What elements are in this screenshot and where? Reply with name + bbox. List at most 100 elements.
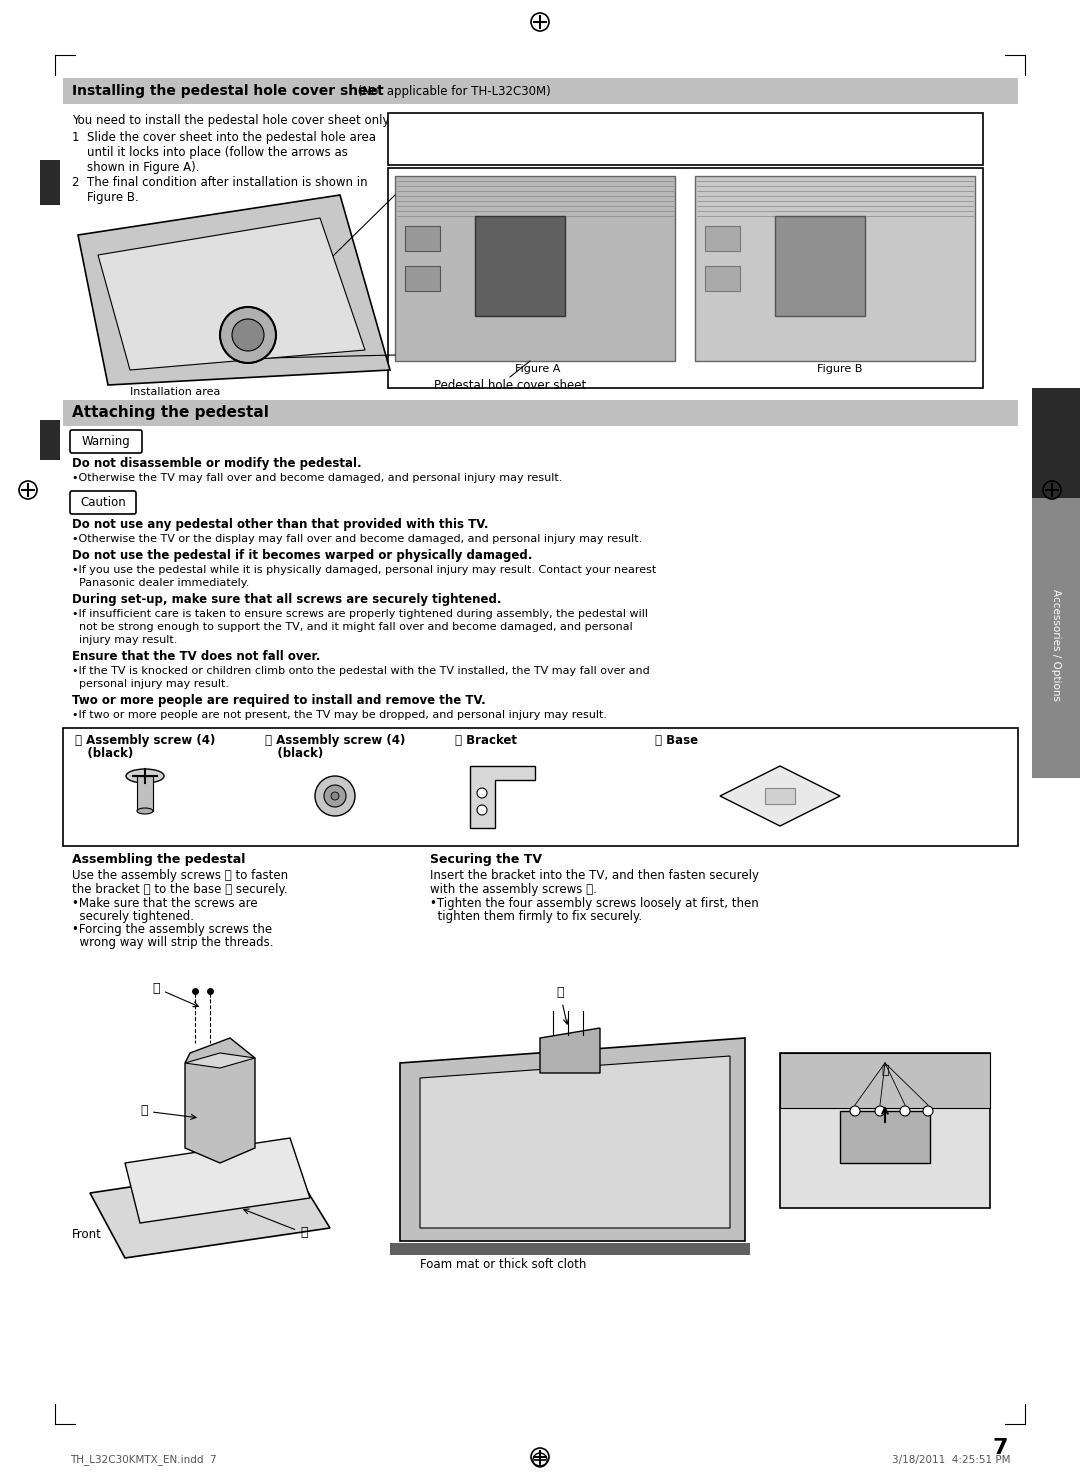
Circle shape — [923, 1106, 933, 1117]
Circle shape — [477, 788, 487, 799]
Text: Figure B.: Figure B. — [72, 191, 138, 204]
Bar — [765, 788, 795, 805]
Bar — [40, 160, 60, 206]
Text: injury may result.: injury may result. — [72, 634, 177, 645]
Text: •If two or more people are not present, the TV may be dropped, and personal inju: •If two or more people are not present, … — [72, 710, 607, 720]
Text: Make sure the cover sheet has covered all area
of the pedestal hole.: Make sure the cover sheet has covered al… — [394, 118, 711, 146]
Text: Figure A: Figure A — [515, 364, 561, 374]
Bar — [780, 1053, 990, 1208]
Polygon shape — [185, 1053, 255, 1068]
Text: •Tighten the four assembly screws loosely at first, then: •Tighten the four assembly screws loosel… — [430, 896, 759, 910]
Text: 1  Slide the cover sheet into the pedestal hole area: 1 Slide the cover sheet into the pedesta… — [72, 132, 376, 143]
Bar — [705, 266, 740, 291]
Text: Do not disassemble or modify the pedestal.: Do not disassemble or modify the pedesta… — [72, 457, 362, 470]
Polygon shape — [400, 1038, 745, 1241]
Bar — [775, 216, 865, 317]
Text: Figure B: Figure B — [816, 364, 862, 374]
Polygon shape — [125, 1137, 310, 1223]
Text: securely tightened.: securely tightened. — [72, 910, 194, 923]
Ellipse shape — [315, 776, 355, 816]
Text: Securing the TV: Securing the TV — [430, 853, 542, 867]
Text: Do not use any pedestal other than that provided with this TV.: Do not use any pedestal other than that … — [72, 518, 488, 531]
Text: Ⓑ: Ⓑ — [556, 986, 568, 1023]
Text: Do not use the pedestal if it becomes warped or physically damaged.: Do not use the pedestal if it becomes wa… — [72, 549, 532, 562]
Text: personal injury may result.: personal injury may result. — [72, 679, 229, 689]
Text: Ⓒ Bracket: Ⓒ Bracket — [455, 734, 517, 747]
Polygon shape — [78, 195, 390, 385]
Bar — [1032, 387, 1080, 498]
Text: Use the assembly screws Ⓐ to fasten: Use the assembly screws Ⓐ to fasten — [72, 870, 288, 881]
FancyBboxPatch shape — [70, 430, 141, 453]
Bar — [780, 1053, 990, 1108]
Bar — [137, 776, 153, 810]
Text: with the assembly screws Ⓑ.: with the assembly screws Ⓑ. — [430, 883, 597, 896]
Polygon shape — [420, 1056, 730, 1228]
Text: tighten them firmly to fix securely.: tighten them firmly to fix securely. — [430, 910, 643, 923]
Ellipse shape — [137, 808, 153, 813]
Text: •Make sure that the screws are: •Make sure that the screws are — [72, 896, 258, 910]
Polygon shape — [840, 1111, 930, 1162]
Bar — [63, 78, 1018, 104]
Text: •Otherwise the TV may fall over and become damaged, and personal injury may resu: •Otherwise the TV may fall over and beco… — [72, 473, 563, 484]
Text: Installing the pedestal hole cover sheet: Installing the pedestal hole cover sheet — [72, 84, 383, 98]
Text: Foam mat or thick soft cloth: Foam mat or thick soft cloth — [420, 1259, 586, 1270]
Text: not be strong enough to support the TV, and it might fall over and become damage: not be strong enough to support the TV, … — [72, 623, 633, 632]
Ellipse shape — [324, 785, 346, 808]
Text: Ⓑ Assembly screw (4): Ⓑ Assembly screw (4) — [265, 734, 405, 747]
Bar — [40, 420, 60, 460]
Bar — [696, 176, 975, 361]
Text: (black): (black) — [265, 747, 323, 760]
Bar — [388, 169, 983, 387]
Circle shape — [900, 1106, 910, 1117]
Ellipse shape — [126, 769, 164, 782]
Bar — [63, 399, 1018, 426]
Bar — [405, 266, 440, 291]
Polygon shape — [185, 1038, 255, 1162]
Text: (Not applicable for TH-L32C30M): (Not applicable for TH-L32C30M) — [354, 84, 551, 98]
Bar — [705, 226, 740, 251]
Bar — [1032, 498, 1080, 778]
Text: Ⓐ Assembly screw (4): Ⓐ Assembly screw (4) — [75, 734, 215, 747]
Text: Installation area: Installation area — [130, 387, 220, 396]
Text: •If the TV is knocked or children climb onto the pedestal with the TV installed,: •If the TV is knocked or children climb … — [72, 666, 650, 676]
Text: Insert the bracket into the TV, and then fasten securely: Insert the bracket into the TV, and then… — [430, 870, 759, 881]
Text: (black): (black) — [75, 747, 133, 760]
Text: Two or more people are required to install and remove the TV.: Two or more people are required to insta… — [72, 694, 486, 707]
Text: Ⓑ: Ⓑ — [881, 1065, 889, 1078]
Polygon shape — [90, 1162, 330, 1259]
Text: Caution: Caution — [80, 495, 126, 509]
Bar — [388, 112, 983, 166]
Circle shape — [850, 1106, 860, 1117]
Polygon shape — [470, 766, 535, 828]
Text: the bracket Ⓒ to the base Ⓓ securely.: the bracket Ⓒ to the base Ⓓ securely. — [72, 883, 287, 896]
Text: During set-up, make sure that all screws are securely tightened.: During set-up, make sure that all screws… — [72, 593, 501, 606]
Text: Front: Front — [72, 1228, 102, 1241]
Text: TH_L32C30KMTX_EN.indd  7: TH_L32C30KMTX_EN.indd 7 — [70, 1454, 217, 1466]
Circle shape — [875, 1106, 885, 1117]
Text: Ⓓ Base: Ⓓ Base — [654, 734, 698, 747]
Text: Attaching the pedestal: Attaching the pedestal — [72, 405, 269, 420]
Bar — [63, 728, 1018, 846]
Text: Ⓒ: Ⓒ — [140, 1105, 195, 1120]
Polygon shape — [540, 1028, 600, 1072]
Text: Ⓐ: Ⓐ — [152, 982, 199, 1007]
Text: •Forcing the assembly screws the: •Forcing the assembly screws the — [72, 923, 272, 936]
Text: Ensure that the TV does not fall over.: Ensure that the TV does not fall over. — [72, 649, 321, 663]
Polygon shape — [98, 217, 365, 370]
Text: 3/18/2011  4:25:51 PM: 3/18/2011 4:25:51 PM — [891, 1455, 1010, 1466]
Bar — [395, 176, 675, 361]
Text: You need to install the pedestal hole cover sheet only if you opt to mount your : You need to install the pedestal hole co… — [72, 114, 630, 127]
Text: •Otherwise the TV or the display may fall over and become damaged, and personal : •Otherwise the TV or the display may fal… — [72, 534, 643, 544]
Circle shape — [477, 805, 487, 815]
Text: Assembling the pedestal: Assembling the pedestal — [72, 853, 245, 867]
Text: •If you use the pedestal while it is physically damaged, personal injury may res: •If you use the pedestal while it is phy… — [72, 565, 657, 575]
Ellipse shape — [330, 791, 339, 800]
Bar — [475, 216, 565, 317]
Bar — [405, 226, 440, 251]
FancyBboxPatch shape — [70, 491, 136, 515]
Text: until it locks into place (follow the arrows as: until it locks into place (follow the ar… — [72, 146, 348, 160]
Polygon shape — [720, 766, 840, 825]
Text: 2  The final condition after installation is shown in: 2 The final condition after installation… — [72, 176, 367, 189]
Text: 7: 7 — [993, 1438, 1008, 1458]
Text: Panasonic dealer immediately.: Panasonic dealer immediately. — [72, 578, 249, 589]
